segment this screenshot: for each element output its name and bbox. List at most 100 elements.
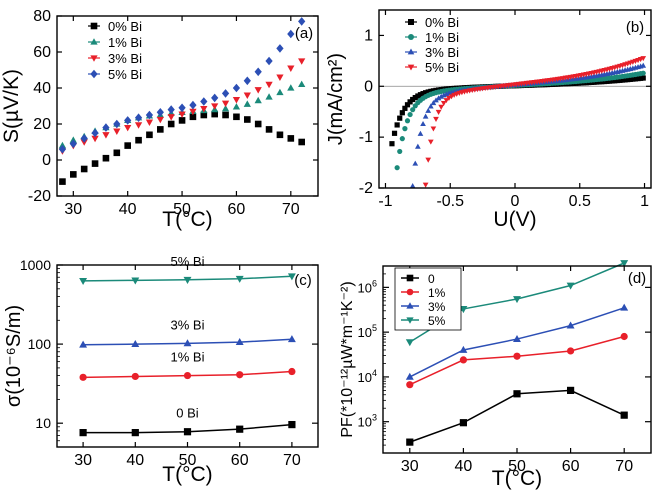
- panel-a-point: [254, 120, 262, 128]
- panel-c-point: [131, 339, 140, 347]
- panel-d-point: [620, 411, 628, 419]
- panel-b-y-tick-label: 0: [364, 78, 373, 95]
- panel-b-point: [422, 182, 429, 188]
- panel-d: 30 40 50 60 70 103 104 105 106 T(°C) PF(*10⁻¹²µW*m…: [339, 260, 652, 490]
- panel-a-point: [156, 116, 164, 124]
- panel-a-legend-marker: [90, 38, 98, 45]
- panel-d-point: [566, 282, 575, 290]
- panel-d-point: [459, 356, 467, 364]
- panel-a-point: [200, 106, 208, 113]
- panel-c-x-tick-label: 30: [74, 452, 92, 469]
- panel-a-point: [243, 76, 251, 86]
- panel-d-point: [620, 303, 629, 311]
- panel-c-label: (c): [294, 272, 312, 289]
- panel-a-point: [221, 89, 230, 98]
- panel-b-legend-label: 5% Bi: [425, 60, 459, 75]
- panel-d-point: [566, 321, 575, 329]
- panel-b-point: [404, 118, 411, 124]
- panel-a-point: [298, 58, 306, 65]
- panel-b-x-axis-label: U(V): [493, 208, 536, 231]
- panel-c-series-1: 3% Bi: [79, 317, 296, 348]
- panel-a-x-tick-label: 70: [282, 201, 300, 218]
- panel-c-point: [79, 373, 87, 381]
- panel-a-x-tick-label: 40: [119, 201, 137, 218]
- panel-a-point: [254, 67, 262, 77]
- panel-d-point: [405, 372, 414, 380]
- panel-a-point: [91, 128, 99, 138]
- panel-b-y-axis-label: J(mA/cm²): [325, 53, 347, 145]
- panel-a-point: [287, 29, 295, 39]
- panel-b-point: [438, 93, 445, 99]
- panel-b-y-tick-label: -2: [359, 180, 373, 197]
- panel-d-point: [406, 381, 414, 389]
- panel-a-point: [211, 110, 218, 118]
- panel-a-point: [189, 113, 197, 121]
- panel-a-legend-label: 5% Bi: [108, 67, 142, 82]
- panel-b-point: [640, 56, 647, 62]
- panel-d-x-tick-label: 40: [455, 458, 473, 475]
- panel-a-point: [80, 165, 88, 173]
- panel-d-y-tick-label: 105: [358, 323, 377, 340]
- panel-a-x-tick-label: 30: [64, 201, 82, 218]
- panel-c-x-tick-label: 50: [179, 452, 197, 469]
- panel-a-point: [232, 97, 241, 104]
- panel-a-series-3: [58, 17, 306, 154]
- panel-d-point: [620, 260, 629, 268]
- panel-b-point: [438, 104, 445, 110]
- panel-a-point: [135, 136, 142, 144]
- panel-b-label: (b): [626, 19, 644, 36]
- panel-b-point: [399, 110, 405, 116]
- panel-a-point: [243, 100, 251, 107]
- panel-c-point: [183, 428, 192, 436]
- panel-a-point: [298, 80, 306, 88]
- panel-d-y-axis-label: PF(*10⁻¹²µW*m⁻¹K⁻²): [339, 281, 356, 437]
- panel-a-point: [102, 154, 110, 162]
- panel-d-series-1: [406, 332, 628, 389]
- panel-d-point: [405, 339, 414, 347]
- panel-b-point: [433, 116, 439, 122]
- panel-b-x-tick-label: -0.5: [436, 193, 464, 210]
- panel-b-point: [435, 95, 442, 101]
- panel-c-point: [79, 277, 88, 286]
- panel-a-x-tick-label: 50: [173, 201, 191, 218]
- panel-b-point: [640, 62, 647, 68]
- panel-b-legend-label: 0% Bi: [425, 15, 459, 30]
- panel-b-point: [414, 143, 421, 149]
- panel-c-point: [79, 340, 88, 348]
- panel-b-point: [407, 111, 413, 118]
- panel-b-point: [409, 183, 416, 189]
- panel-a-plot-frame: [56, 15, 319, 197]
- panel-d-point: [459, 306, 468, 314]
- panel-a-legend-label: 0% Bi: [108, 19, 142, 34]
- panel-a-x-tick-label: 60: [228, 201, 246, 218]
- panel-a-point: [146, 131, 153, 139]
- panel-a-point: [59, 178, 66, 185]
- panel-b-series-3: [422, 56, 647, 188]
- panel-b-point: [404, 102, 411, 108]
- panel-d-y-tick-label: 103: [358, 413, 377, 430]
- panel-a-point: [265, 81, 273, 89]
- panel-b-point: [420, 120, 426, 127]
- panel-a-point: [254, 87, 262, 94]
- panel-b-point: [430, 100, 437, 106]
- panel-b-legend-marker: [408, 34, 414, 40]
- panel-a-point: [222, 111, 229, 119]
- panel-b: -1 -0.5 0 0.5 1 -2 -1 0 1 U(V) J(mA/cm²) (b) 0% Bi1%…: [325, 9, 652, 231]
- panel-a-point: [102, 123, 110, 132]
- panel-a-point: [211, 93, 219, 103]
- panel-a-point: [70, 171, 77, 178]
- panel-d-y-tick-label: 106: [358, 278, 377, 295]
- panel-c-x-axis-label: T(°C): [162, 463, 212, 486]
- panel-a-point: [145, 110, 154, 120]
- panel-a-point: [276, 131, 284, 139]
- panel-a-point: [232, 83, 241, 93]
- panel-b-point: [440, 100, 447, 107]
- panel-b-point: [402, 126, 408, 132]
- panel-a-point: [167, 114, 175, 121]
- panel-a-point: [156, 108, 164, 117]
- panel-d-point: [567, 386, 575, 395]
- panel-a-point: [298, 138, 305, 146]
- panel-a-point: [287, 84, 295, 91]
